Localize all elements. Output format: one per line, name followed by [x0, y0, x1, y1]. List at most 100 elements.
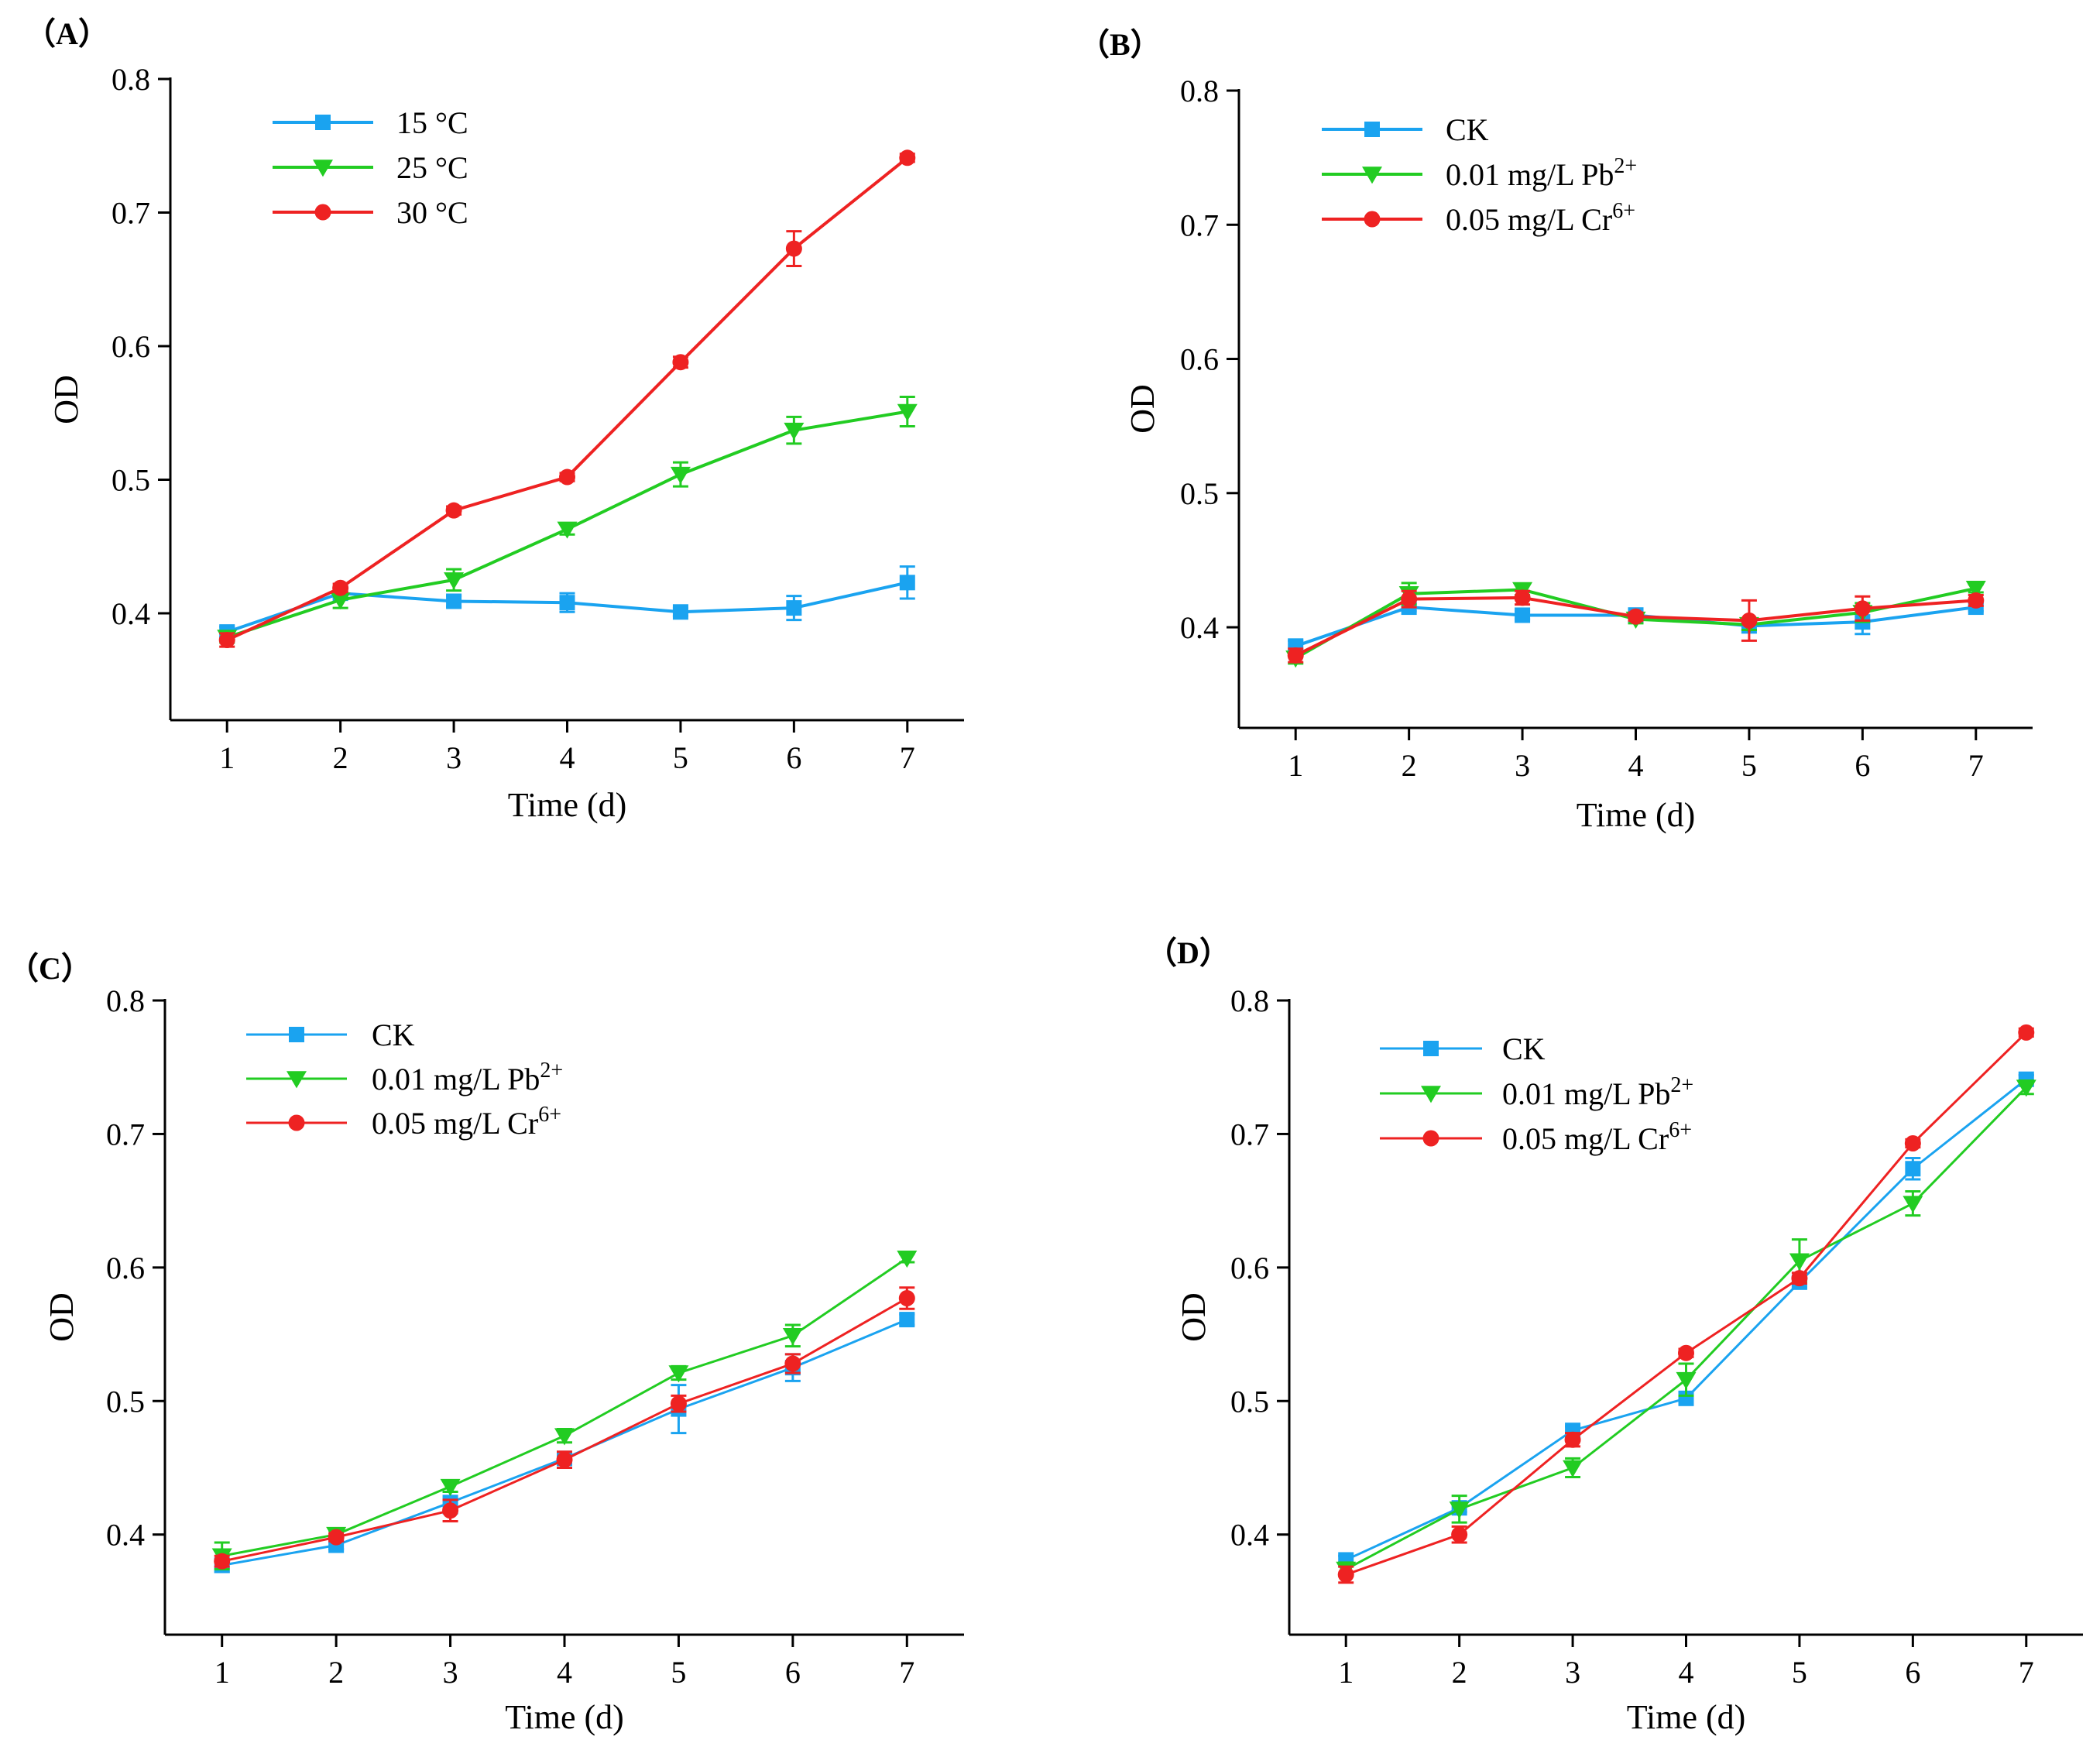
- data-point: [1676, 1371, 1697, 1390]
- data-point: [1678, 1344, 1694, 1361]
- y-tick-label: 0.4: [112, 596, 150, 631]
- chart-panel-2: （B） 0.4 0.5 0.6 0.7 0.8 1 2 3 4 5 6 7 Time (d) OD CK 0.0…: [1079, 27, 2033, 834]
- data-point: [2018, 1024, 2035, 1041]
- y-tick-label: 0.5: [112, 463, 150, 498]
- data-point: [1449, 1501, 1470, 1519]
- y-tick-label: 0.6: [112, 329, 150, 364]
- series-3: [1287, 589, 1985, 664]
- chart-panel-3: （C） 0.4 0.5 0.6 0.7 0.8 1 2 3 4 5 6 7 Time (d) OD CK 0.0…: [8, 951, 964, 1736]
- data-point: [1337, 1566, 1354, 1583]
- panel-label: （D）: [1146, 935, 1230, 970]
- data-point: [442, 1502, 459, 1519]
- data-point: [330, 592, 351, 610]
- y-tick-label: 0.5: [1230, 1384, 1269, 1419]
- data-point: [899, 149, 916, 166]
- y-tick-label: 0.8: [1180, 74, 1219, 108]
- series-2: [211, 1251, 918, 1571]
- x-tick-label: 5: [673, 740, 688, 775]
- data-point: [557, 521, 578, 539]
- data-point: [214, 1553, 231, 1570]
- legend-marker: [1364, 211, 1381, 228]
- data-point: [1515, 607, 1531, 623]
- x-tick-label: 5: [1741, 748, 1757, 783]
- y-axis-label: OD: [1175, 1292, 1213, 1342]
- legend: CK 0.01 mg/L Pb2+ 0.05 mg/L Cr6+: [1322, 112, 1637, 237]
- x-axis-label: Time (d): [1627, 1698, 1746, 1736]
- y-tick-label: 0.4: [1180, 610, 1219, 645]
- series-line: [221, 1257, 908, 1557]
- legend-label-superscript: 6+: [1669, 1118, 1692, 1142]
- data-point: [1791, 1270, 1808, 1287]
- series-2: [217, 396, 918, 647]
- data-point: [218, 632, 235, 648]
- x-tick-label: 6: [1905, 1655, 1920, 1690]
- legend-label: CK: [1446, 112, 1489, 147]
- data-point: [1514, 589, 1531, 606]
- data-point: [899, 575, 915, 591]
- legend-marker: [1421, 1086, 1441, 1103]
- x-tick-label: 1: [1338, 1655, 1354, 1690]
- x-tick-label: 3: [446, 740, 461, 775]
- legend-label: 25 °C: [396, 150, 468, 185]
- x-tick-label: 2: [333, 740, 348, 775]
- y-tick-label: 0.5: [106, 1384, 145, 1419]
- data-point: [1903, 1196, 1923, 1213]
- x-tick-label: 7: [899, 1655, 914, 1690]
- data-point: [445, 502, 462, 519]
- x-tick-label: 2: [328, 1655, 344, 1690]
- legend-marker: [1422, 1130, 1439, 1147]
- y-tick-label: 0.7: [1230, 1117, 1269, 1151]
- legend-label: 0.01 mg/L Pb2+: [372, 1059, 563, 1096]
- series-line: [226, 156, 909, 642]
- data-point: [559, 595, 575, 611]
- data-point: [1628, 608, 1644, 625]
- data-point: [446, 593, 462, 609]
- data-point: [1965, 581, 1986, 599]
- data-point: [2016, 1079, 2036, 1097]
- series-2: [1336, 1079, 2036, 1579]
- y-tick-label: 0.8: [106, 983, 145, 1018]
- data-point: [1287, 647, 1304, 664]
- series-1: [219, 565, 915, 640]
- x-tick-label: 4: [1628, 748, 1644, 783]
- x-tick-label: 6: [785, 1655, 801, 1690]
- legend-label: 0.01 mg/L Pb2+: [1502, 1073, 1693, 1111]
- x-tick-label: 4: [557, 1655, 572, 1690]
- y-tick-label: 0.4: [1230, 1518, 1269, 1553]
- legend-label: 30 °C: [396, 195, 468, 230]
- x-tick-label: 4: [560, 740, 575, 775]
- data-point: [784, 422, 805, 441]
- data-point: [1401, 591, 1418, 608]
- legend-label: 0.05 mg/L Cr6+: [372, 1103, 561, 1141]
- legend-label: 15 °C: [396, 105, 468, 140]
- series-1: [1338, 1071, 2034, 1568]
- x-tick-label: 1: [1288, 748, 1303, 783]
- data-point: [785, 240, 802, 257]
- x-tick-label: 4: [1679, 1655, 1694, 1690]
- data-point: [1905, 1161, 1921, 1177]
- data-point: [1854, 600, 1871, 617]
- y-axis-label: OD: [43, 1292, 81, 1342]
- legend-label: 0.05 mg/L Cr6+: [1446, 199, 1635, 237]
- x-tick-label: 3: [1515, 748, 1530, 783]
- y-tick-label: 0.7: [1180, 208, 1219, 242]
- legend-marker: [1362, 166, 1382, 184]
- x-tick-label: 5: [1792, 1655, 1807, 1690]
- data-point: [782, 1328, 803, 1346]
- data-point: [897, 403, 918, 421]
- legend-label-superscript: 6+: [538, 1103, 561, 1127]
- data-point: [670, 466, 691, 484]
- legend-marker: [313, 160, 333, 177]
- legend-label-superscript: 6+: [1612, 199, 1635, 223]
- legend-label: CK: [372, 1018, 415, 1052]
- legend-label-superscript: 2+: [1670, 1073, 1693, 1097]
- legend-marker: [315, 115, 331, 130]
- legend-label-superscript: 2+: [540, 1059, 563, 1083]
- x-tick-label: 7: [900, 740, 915, 775]
- series-3: [214, 1286, 915, 1570]
- legend-marker: [287, 1071, 307, 1089]
- chart-panel-4: （D） 0.4 0.5 0.6 0.7 0.8 1 2 3 4 5 6 7 Time (d) OD CK 0.0…: [1146, 935, 2083, 1736]
- data-point: [899, 1312, 915, 1328]
- y-tick-label: 0.8: [112, 62, 150, 97]
